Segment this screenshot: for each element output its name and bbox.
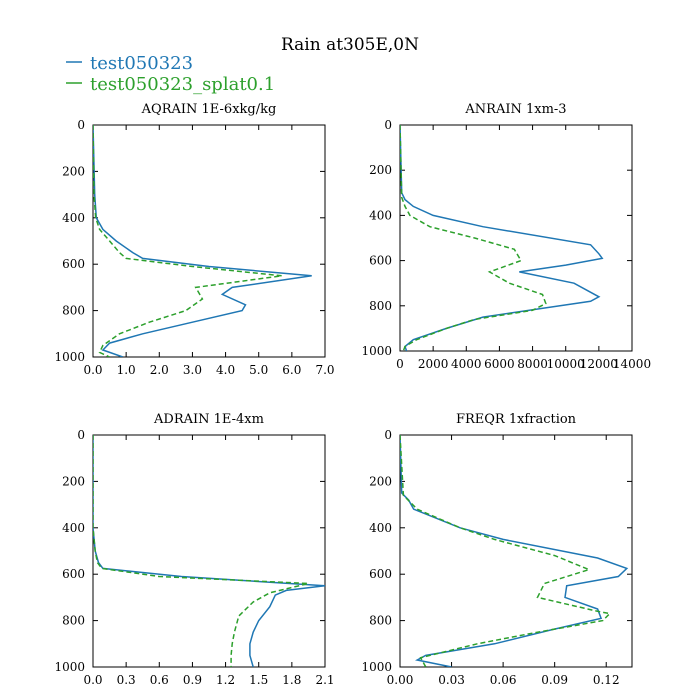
y-tick-label: 1000 bbox=[361, 660, 392, 674]
x-tick-label: 0.3 bbox=[117, 673, 136, 687]
x-tick-label: 2000 bbox=[418, 357, 449, 371]
legend-label-splat: test050323_splat0.1 bbox=[90, 74, 275, 95]
series-line-splat bbox=[93, 125, 283, 357]
x-tick-label: 2.0 bbox=[150, 363, 169, 377]
y-tick-label: 200 bbox=[369, 474, 392, 488]
x-tick-label: 12000 bbox=[580, 357, 618, 371]
plot-frame bbox=[399, 124, 633, 352]
y-tick-label: 800 bbox=[62, 304, 85, 318]
x-tick-label: 0.0 bbox=[83, 673, 102, 687]
y-tick-label: 800 bbox=[62, 614, 85, 628]
x-tick-label: 7.0 bbox=[315, 363, 334, 377]
x-tick-label: 0.9 bbox=[183, 673, 202, 687]
x-tick-label: 0.03 bbox=[438, 673, 465, 687]
x-tick-label: 6000 bbox=[484, 357, 515, 371]
x-tick-label: 2.1 bbox=[315, 673, 334, 687]
x-tick-label: 0.06 bbox=[490, 673, 517, 687]
y-tick-label: 600 bbox=[369, 567, 392, 581]
y-tick-label: 600 bbox=[369, 254, 392, 268]
x-tick-label: 6.0 bbox=[282, 363, 301, 377]
y-tick-label: 200 bbox=[62, 164, 85, 178]
y-tick-label: 1000 bbox=[54, 660, 85, 674]
x-tick-label: 5.0 bbox=[249, 363, 268, 377]
series-line-test050323 bbox=[400, 435, 629, 667]
y-tick-label: 600 bbox=[62, 567, 85, 581]
y-tick-label: 400 bbox=[369, 208, 392, 222]
panel-adrain: ADRAIN 1E-4xm 0 200 400 600 800 10000.0 0.3 0.6 0… bbox=[54, 412, 334, 687]
y-tick-label: 0 bbox=[384, 428, 392, 442]
plot-frame bbox=[92, 124, 326, 358]
series-line-test050323 bbox=[400, 125, 604, 351]
plot-frame bbox=[399, 434, 633, 668]
y-tick-label: 1000 bbox=[361, 344, 392, 358]
legend-label-test050323: test050323 bbox=[90, 53, 193, 74]
x-tick-label: 4000 bbox=[451, 357, 482, 371]
y-tick-label: 0 bbox=[77, 118, 85, 132]
panel-title: ADRAIN 1E-4xm bbox=[153, 412, 264, 427]
x-tick-label: 0.12 bbox=[593, 673, 620, 687]
x-tick-label: 1.8 bbox=[282, 673, 301, 687]
panel-title: AQRAIN 1E-6xkg/kg bbox=[141, 102, 277, 117]
x-tick-label: 4.0 bbox=[216, 363, 235, 377]
x-tick-label: 1.5 bbox=[249, 673, 268, 687]
y-tick-label: 200 bbox=[62, 474, 85, 488]
x-tick-label: 14000 bbox=[613, 357, 651, 371]
x-tick-label: 10000 bbox=[547, 357, 585, 371]
y-tick-label: 400 bbox=[369, 521, 392, 535]
series-line-splat bbox=[400, 125, 547, 351]
x-tick-label: 1.0 bbox=[117, 363, 136, 377]
y-tick-label: 600 bbox=[62, 257, 85, 271]
x-tick-label: 0.09 bbox=[541, 673, 568, 687]
y-tick-label: 0 bbox=[77, 428, 85, 442]
x-tick-label: 0.6 bbox=[150, 673, 169, 687]
series-line-splat bbox=[400, 435, 612, 667]
legend: test050323 test050323_splat0.1 bbox=[66, 53, 275, 95]
y-tick-label: 400 bbox=[62, 521, 85, 535]
x-tick-label: 3.0 bbox=[183, 363, 202, 377]
series-line-test050323 bbox=[93, 435, 325, 667]
x-tick-label: 0.00 bbox=[387, 673, 414, 687]
x-tick-label: 8000 bbox=[517, 357, 548, 371]
panel-title: FREQR 1xfraction bbox=[456, 412, 577, 427]
x-tick-label: 0 bbox=[396, 357, 404, 371]
panel-title: ANRAIN 1xm-3 bbox=[464, 102, 566, 117]
panel-aqrain: AQRAIN 1E-6xkg/kg 0 200 400 600 800 10000.0 1.0… bbox=[54, 102, 334, 377]
plot-frame bbox=[92, 434, 326, 668]
series-line-test050323 bbox=[93, 125, 312, 357]
y-tick-label: 200 bbox=[369, 163, 392, 177]
series-line-splat bbox=[93, 435, 309, 667]
x-tick-label: 1.2 bbox=[216, 673, 235, 687]
y-tick-label: 800 bbox=[369, 299, 392, 313]
figure-title: Rain at305E,0N bbox=[281, 35, 419, 55]
y-tick-label: 400 bbox=[62, 211, 85, 225]
y-tick-label: 1000 bbox=[54, 350, 85, 364]
x-tick-label: 0.0 bbox=[83, 363, 102, 377]
y-tick-label: 800 bbox=[369, 614, 392, 628]
panel-freqr: FREQR 1xfraction 0 200 400 600 800 10000.00 0.0… bbox=[361, 412, 633, 687]
y-tick-label: 0 bbox=[384, 118, 392, 132]
